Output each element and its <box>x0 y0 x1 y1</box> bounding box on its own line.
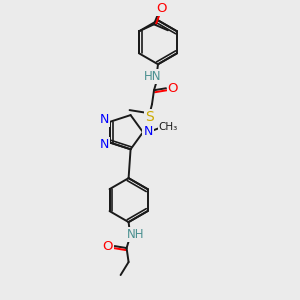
Text: N: N <box>100 113 109 126</box>
Text: NH: NH <box>127 228 144 241</box>
Text: O: O <box>168 82 178 95</box>
Text: HN: HN <box>144 70 162 83</box>
Text: O: O <box>157 2 167 15</box>
Text: O: O <box>102 240 113 253</box>
Text: S: S <box>145 110 153 124</box>
Text: N: N <box>100 138 109 151</box>
Text: N: N <box>143 125 153 138</box>
Text: CH₃: CH₃ <box>158 122 178 132</box>
